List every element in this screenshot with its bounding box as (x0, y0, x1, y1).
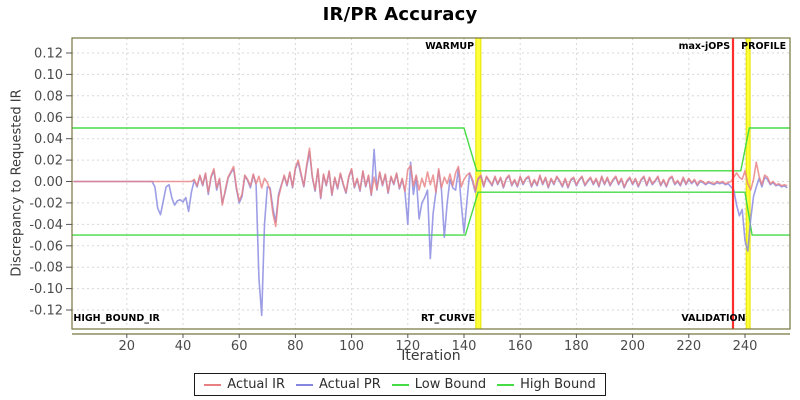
svg-text:0.12: 0.12 (34, 47, 63, 62)
svg-text:-0.04: -0.04 (29, 218, 63, 233)
legend-item-actual-pr: Actual PR (296, 377, 381, 392)
svg-text:100: 100 (339, 339, 364, 354)
svg-text:-0.10: -0.10 (29, 282, 63, 297)
legend-label-high-bound: High Bound (520, 377, 596, 392)
svg-text:20: 20 (119, 339, 136, 354)
legend-swatch-actual-ir (204, 383, 222, 386)
legend-item-actual-ir: Actual IR (204, 377, 285, 392)
series-low-bound (72, 191, 790, 236)
annotation-validation: VALIDATION (681, 313, 745, 324)
legend-box: Actual IR Actual PR Low Bound High Bound (194, 373, 606, 396)
svg-text:-0.06: -0.06 (29, 239, 63, 254)
svg-text:240: 240 (733, 339, 758, 354)
y-axis-ticks: 0.12 0.10 0.08 0.06 0.04 0.02 0.00 -0.02 -0.04 -0… (29, 47, 72, 319)
svg-text:0.06: 0.06 (34, 111, 63, 126)
svg-text:80: 80 (287, 339, 304, 354)
annotation-profile: PROFILE (741, 41, 786, 52)
x-axis-ticks: 20 40 60 80 100 120 140 160 180 200 220 240 (119, 334, 758, 354)
legend: Actual IR Actual PR Low Bound High Bound (0, 373, 800, 396)
annotation-max-jops: max-jOPS (679, 41, 731, 52)
svg-text:220: 220 (676, 339, 701, 354)
svg-text:0.10: 0.10 (34, 68, 63, 83)
series-actual-pr (73, 148, 788, 317)
svg-text:0.08: 0.08 (34, 89, 63, 104)
legend-swatch-actual-pr (296, 383, 314, 386)
legend-label-low-bound: Low Bound (414, 377, 487, 392)
annotation-rt-curve: RT_CURVE (421, 313, 475, 324)
svg-text:40: 40 (175, 339, 192, 354)
svg-text:0.04: 0.04 (34, 132, 63, 147)
svg-text:140: 140 (452, 339, 477, 354)
x-axis-title: Iteration (401, 348, 461, 364)
legend-swatch-low-bound (391, 383, 409, 386)
legend-swatch-high-bound (497, 383, 515, 386)
svg-text:-0.02: -0.02 (29, 196, 63, 211)
legend-label-actual-ir: Actual IR (227, 377, 286, 392)
svg-text:180: 180 (564, 339, 589, 354)
svg-text:120: 120 (395, 339, 420, 354)
svg-text:60: 60 (231, 339, 248, 354)
svg-text:-0.08: -0.08 (29, 261, 63, 276)
legend-label-actual-pr: Actual PR (319, 377, 381, 392)
legend-item-high-bound: High Bound (497, 377, 596, 392)
svg-text:200: 200 (620, 339, 645, 354)
series-actual-ir (73, 147, 788, 228)
annotation-high-bound-ir: HIGH_BOUND_IR (73, 313, 160, 324)
svg-text:160: 160 (508, 339, 533, 354)
svg-text:0.00: 0.00 (34, 175, 63, 190)
svg-text:-0.12: -0.12 (29, 304, 63, 319)
chart-title: IR/PR Accuracy (322, 4, 478, 25)
legend-item-low-bound: Low Bound (391, 377, 487, 392)
svg-text:0.02: 0.02 (34, 154, 63, 169)
plot-border (71, 37, 791, 330)
series-high-bound (72, 127, 790, 172)
annotation-warmup: WARMUP (425, 41, 474, 52)
